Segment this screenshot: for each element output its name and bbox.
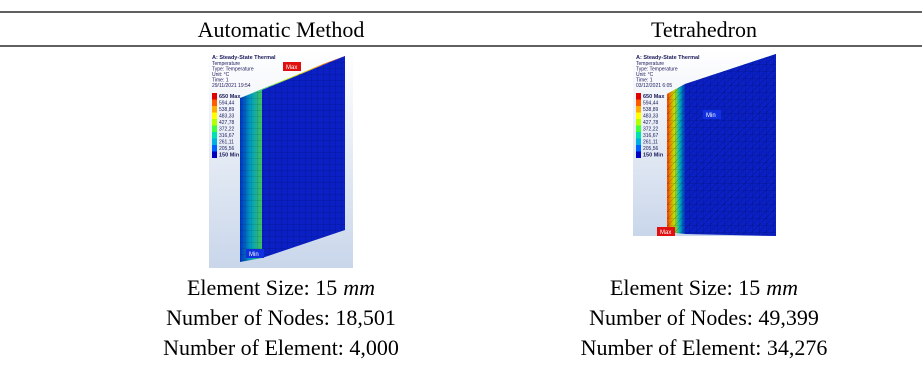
column-header: Automatic Method [198,17,365,42]
max-tag: Max [286,65,297,71]
column-header: Tetrahedron [651,17,757,42]
legend-swatch [212,100,217,107]
element-size-label: Element Size: 15 [610,275,760,300]
legend-label: 538,89 [219,107,235,113]
legend-label: 650 Max [219,94,241,100]
legend-label: 316,67 [643,133,659,139]
legend-swatch [636,126,641,133]
legend-swatch [212,106,217,113]
legend-label: 261,11 [219,140,234,146]
table: Automatic MethodMaxMinA: Steady-State Th… [0,0,922,369]
min-tag: Min [706,113,716,119]
model-side-mesh [240,90,262,262]
legend-label: 427,78 [219,120,235,126]
legend-label: 483,33 [219,114,235,120]
model-front-mesh [685,54,776,236]
legend-label: 261,11 [643,140,658,146]
node-count: Number of Nodes: 49,399 [589,305,819,330]
legend-label: 427,78 [643,120,659,126]
legend-label: 483,33 [643,114,659,120]
legend-swatch [212,145,217,152]
legend-label: 538,89 [643,107,659,113]
element-size-unit: mm [766,275,798,300]
legend-label: 205,56 [219,146,235,152]
legend-swatch [636,145,641,152]
element-count: Number of Element: 34,276 [581,335,828,360]
legend-label: 372,22 [219,127,235,133]
legend-label: 594,44 [219,101,235,107]
legend-swatch [636,93,641,100]
legend-swatch [636,113,641,120]
max-tag: Max [660,230,671,236]
min-tag: Min [249,252,259,258]
legend-swatch [212,132,217,139]
legend-swatch [212,93,217,100]
legend-swatch [636,139,641,146]
legend-swatch [212,119,217,126]
legend-label: 372,22 [643,127,659,133]
legend-label: 316,67 [219,133,235,139]
legend-swatch [212,152,217,159]
legend-label: 594,44 [643,101,659,107]
model-front-mesh [262,56,345,258]
model-side-mesh [667,84,685,234]
legend-swatch [636,106,641,113]
image-info: 29/11/2021 19:54 [212,83,251,89]
legend-swatch [636,100,641,107]
legend-label: 650 Max [643,94,665,100]
legend-swatch [212,113,217,120]
legend-label: 205,56 [643,146,659,152]
legend-swatch [212,139,217,146]
legend-label: 150 Min [643,153,664,159]
legend-swatch [636,119,641,126]
legend-swatch [212,126,217,133]
legend-swatch [636,152,641,159]
legend-label: 150 Min [219,153,240,159]
element-size-label: Element Size: 15 [187,275,337,300]
legend-swatch [636,132,641,139]
node-count: Number of Nodes: 18,501 [166,305,396,330]
image-info: 03/12/2021 6:05 [636,83,672,89]
element-size-unit: mm [343,275,375,300]
page: {"table": {"columns": [ {"header": "Auto… [0,0,922,369]
element-count: Number of Element: 4,000 [163,335,399,360]
